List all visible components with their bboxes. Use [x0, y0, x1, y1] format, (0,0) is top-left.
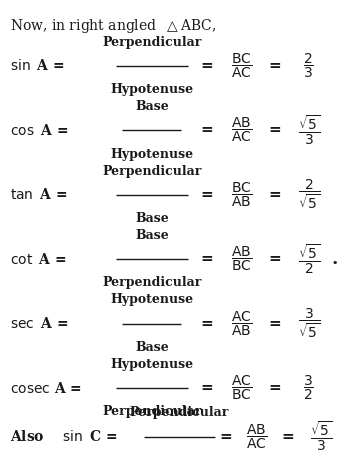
Text: $\dfrac{\mathrm{AC}}{\mathrm{AB}}$: $\dfrac{\mathrm{AC}}{\mathrm{AB}}$ [231, 310, 252, 338]
Text: Perpendicular: Perpendicular [102, 405, 201, 419]
Text: Perpendicular: Perpendicular [102, 35, 201, 49]
Text: =: = [268, 381, 280, 395]
Text: =: = [201, 317, 213, 331]
Text: $\tan$ A =: $\tan$ A = [10, 187, 68, 202]
Text: =: = [282, 430, 294, 444]
Text: .: . [331, 250, 337, 268]
Text: Now, in right angled  $\triangle$ABC,: Now, in right angled $\triangle$ABC, [10, 17, 217, 35]
Text: Hypotenuse: Hypotenuse [110, 148, 193, 161]
Text: $\dfrac{\mathrm{AB}}{\mathrm{AC}}$: $\dfrac{\mathrm{AB}}{\mathrm{AC}}$ [246, 423, 268, 451]
Text: $\dfrac{3}{\sqrt{5}}$: $\dfrac{3}{\sqrt{5}}$ [298, 307, 320, 340]
Text: $\cos$ A =: $\cos$ A = [10, 123, 69, 138]
Text: Hypotenuse: Hypotenuse [110, 358, 193, 371]
Text: $\sin$ A =: $\sin$ A = [10, 58, 65, 74]
Text: Perpendicular: Perpendicular [130, 406, 229, 419]
Text: $\dfrac{\mathrm{BC}}{\mathrm{AB}}$: $\dfrac{\mathrm{BC}}{\mathrm{AB}}$ [231, 181, 252, 209]
Text: =: = [201, 381, 213, 395]
Text: =: = [268, 252, 280, 266]
Text: $\cot$ A =: $\cot$ A = [10, 252, 67, 267]
Text: Base: Base [135, 212, 169, 225]
Text: $\dfrac{\mathrm{AB}}{\mathrm{BC}}$: $\dfrac{\mathrm{AB}}{\mathrm{BC}}$ [231, 245, 252, 273]
Text: $\dfrac{2}{3}$: $\dfrac{2}{3}$ [303, 52, 314, 80]
Text: =: = [220, 430, 232, 444]
Text: =: = [201, 252, 213, 266]
Text: $\dfrac{3}{2}$: $\dfrac{3}{2}$ [303, 374, 314, 402]
Text: Base: Base [135, 229, 169, 242]
Text: $\dfrac{\mathrm{AC}}{\mathrm{BC}}$: $\dfrac{\mathrm{AC}}{\mathrm{BC}}$ [231, 374, 252, 402]
Text: $\mathrm{cosec}$ A =: $\mathrm{cosec}$ A = [10, 380, 82, 396]
Text: $\dfrac{\mathrm{BC}}{\mathrm{AC}}$: $\dfrac{\mathrm{BC}}{\mathrm{AC}}$ [231, 52, 252, 80]
Text: $\dfrac{2}{\sqrt{5}}$: $\dfrac{2}{\sqrt{5}}$ [298, 178, 320, 212]
Text: Hypotenuse: Hypotenuse [110, 83, 193, 96]
Text: =: = [201, 123, 213, 137]
Text: $\dfrac{\sqrt{5}}{2}$: $\dfrac{\sqrt{5}}{2}$ [298, 242, 320, 276]
Text: =: = [201, 59, 213, 73]
Text: Base: Base [135, 100, 169, 113]
Text: =: = [268, 59, 280, 73]
Text: Hypotenuse: Hypotenuse [110, 293, 193, 306]
Text: $\dfrac{\sqrt{5}}{3}$: $\dfrac{\sqrt{5}}{3}$ [298, 114, 320, 147]
Text: Perpendicular: Perpendicular [102, 276, 201, 290]
Text: $\dfrac{\sqrt{5}}{3}$: $\dfrac{\sqrt{5}}{3}$ [310, 420, 332, 454]
Text: =: = [268, 317, 280, 331]
Text: =: = [201, 188, 213, 202]
Text: Perpendicular: Perpendicular [102, 164, 201, 178]
Text: =: = [268, 123, 280, 137]
Text: Also    $\sin$ C =: Also $\sin$ C = [10, 429, 118, 444]
Text: =: = [268, 188, 280, 202]
Text: Base: Base [135, 341, 169, 354]
Text: $\sec$ A =: $\sec$ A = [10, 316, 69, 331]
Text: $\dfrac{\mathrm{AB}}{\mathrm{AC}}$: $\dfrac{\mathrm{AB}}{\mathrm{AC}}$ [231, 116, 252, 144]
